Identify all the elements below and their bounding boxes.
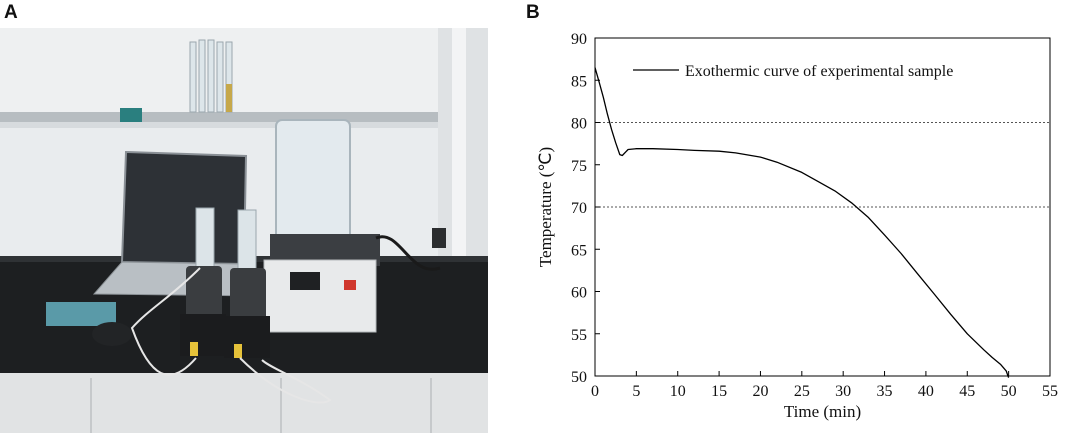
x-tick-label: 45: [959, 383, 975, 400]
x-tick-label: 25: [794, 383, 810, 400]
x-tick-label: 15: [711, 383, 727, 400]
legend-label: Exothermic curve of experimental sample: [685, 63, 953, 80]
x-tick-label: 0: [591, 383, 599, 400]
x-tick-label: 20: [752, 383, 768, 400]
y-tick-label: 80: [571, 116, 587, 133]
y-tick-label: 70: [571, 200, 587, 217]
x-tick-label: 5: [632, 383, 640, 400]
y-tick-label: 60: [571, 285, 587, 302]
lab-apparatus-photo: [0, 28, 488, 433]
panel-b-label: B: [526, 2, 540, 23]
x-tick-label: 50: [1001, 383, 1017, 400]
x-tick-label: 55: [1042, 383, 1058, 400]
y-axis-label: Temperature (℃): [536, 147, 555, 267]
y-tick-label: 55: [571, 327, 587, 344]
y-tick-label: 65: [571, 242, 587, 259]
x-tick-label: 35: [877, 383, 893, 400]
series-layer: [594, 67, 1010, 378]
panel-a-label: A: [4, 2, 18, 23]
x-tick-label: 10: [670, 383, 686, 400]
temperature-chart: 0 5 10 15 20 25 30 35 40 45 50 55 50 55 60 65 70 75 80 85 9…: [536, 31, 1058, 421]
x-tick-label: 40: [918, 383, 934, 400]
y-tick-label: 85: [571, 73, 587, 90]
y-tick-label: 75: [571, 158, 587, 175]
x-tick-label: 30: [835, 383, 851, 400]
reference-lines: [595, 122, 1050, 208]
y-tick-label: 50: [571, 369, 587, 386]
series-line: [594, 67, 1010, 378]
y-axis-ticks: 50 55 60 65 70 75 80 85 90: [571, 31, 600, 386]
x-axis-ticks: 0 5 10 15 20 25 30 35 40 45 50 55: [591, 371, 1058, 400]
legend: Exothermic curve of experimental sample: [633, 63, 953, 80]
x-axis-label: Time (min): [784, 402, 861, 421]
y-tick-label: 90: [571, 31, 587, 48]
